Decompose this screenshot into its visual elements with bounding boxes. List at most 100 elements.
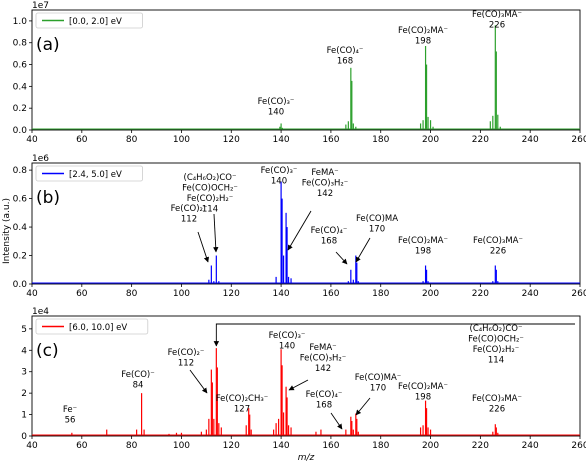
- y-tick-label: 1: [21, 411, 27, 421]
- peak-annotation: (C₄H₆O₂)CO⁻ Fe(CO)OCH₂⁻ Fe(CO)₂H₂⁻ 114: [468, 324, 524, 366]
- x-tick-label: 120: [223, 441, 240, 451]
- legend-box: [35, 12, 143, 29]
- annotation-arrow: [355, 397, 371, 416]
- y-tick-label: 5: [21, 325, 27, 335]
- annotation-arrow: [330, 412, 343, 430]
- peak-annotation: FeMA⁻ Fe(CO)₃H₂⁻ 142: [302, 168, 349, 199]
- peak-annotation: Fe⁻ 56: [63, 405, 77, 426]
- peak-annotation: Fe(CO)₃⁻ 140: [258, 97, 295, 118]
- peak-annotation: Fe(CO)₃⁻ 140: [261, 166, 298, 187]
- x-tick-label: 140: [272, 289, 289, 299]
- legend: [2.4, 5.0] eV: [35, 165, 143, 182]
- bracket-arrow: [213, 323, 575, 347]
- peak-annotation: (C₄H₆O₂)CO⁻ Fe(CO)OCH₂⁻ Fe(CO)₂H₂⁻ 114: [182, 173, 238, 215]
- legend: [6.0, 10.0] eV: [35, 318, 149, 335]
- x-tick-label: 60: [76, 135, 88, 145]
- peak-annotation: Fe(CO)₄⁻ 168: [306, 390, 343, 411]
- panel-letter: (a): [36, 35, 60, 55]
- peak-annotation: Fe(CO)₂⁻ 112: [168, 348, 205, 369]
- peak-annotation: Fe(CO)MA 170: [356, 214, 398, 235]
- annotation-arrow: [288, 379, 309, 391]
- annotation-arrow: [335, 251, 348, 265]
- peak-annotation: Fe(CO)₄⁻ 168: [327, 46, 364, 67]
- x-tick-label: 240: [522, 289, 539, 299]
- x-tick-label: 200: [422, 289, 439, 299]
- y-tick-label: 0.0: [13, 126, 28, 136]
- x-tick-label: 220: [472, 135, 489, 145]
- x-tick-label: 240: [522, 135, 539, 145]
- peak-annotation: Fe(CO)₂MA⁻ 198: [398, 236, 448, 257]
- x-tick-label: 120: [223, 289, 240, 299]
- annotation-arrow: [355, 237, 371, 263]
- x-tick-label: 180: [372, 135, 389, 145]
- panel-3: 40 60 80 100 120 140 160 180 200 220 240 260 0 1 2 3 4 51…: [21, 307, 586, 451]
- annotation-arrow: [189, 369, 208, 394]
- x-tick-label: 160: [322, 289, 339, 299]
- x-tick-label: 40: [26, 289, 38, 299]
- x-tick-label: 40: [26, 135, 38, 145]
- plot-frame: [31, 9, 581, 131]
- x-tick-label: 200: [422, 135, 439, 145]
- x-tick-label: 80: [126, 441, 138, 451]
- x-tick-label: 60: [76, 441, 88, 451]
- x-tick-label: 100: [173, 289, 190, 299]
- plot-frame: [31, 315, 581, 437]
- x-tick-label: 260: [571, 289, 586, 299]
- peak-annotation: FeMA⁻ Fe(CO)₃H₂⁻ 142: [300, 343, 347, 374]
- legend-box: [35, 165, 143, 182]
- x-tick-label: 140: [272, 441, 289, 451]
- peak-annotation: Fe(CO)⁻ 84: [121, 370, 154, 391]
- peak-annotation: Fe(CO)₂MA⁻ 198: [398, 382, 448, 403]
- y-tick-label: 0.8: [13, 39, 28, 49]
- panel-1: 40 60 80 100 120 140 160 180 200 220 240 260 0.0 0.2 0…: [13, 1, 586, 145]
- x-tick-label: 80: [126, 135, 138, 145]
- panel-2: 40 60 80 100 120 140 160 180 200 220 240 260 0.0 0.2 0…: [13, 154, 586, 299]
- peak-annotation: Fe(CO)MA⁻ 170: [355, 373, 402, 394]
- y-tick-label: 0.6: [13, 61, 28, 71]
- y-tick-label: 2: [21, 389, 27, 399]
- y-multiplier-label: 1e4: [32, 307, 49, 317]
- x-tick-label: 260: [571, 135, 586, 145]
- y-tick-label: 0.4: [13, 223, 28, 233]
- peak-annotation: Fe(CO)₃MA⁻ 226: [472, 394, 522, 415]
- annotation-arrow: [287, 210, 312, 251]
- y-tick-label: 4: [21, 346, 27, 356]
- x-tick-label: 160: [322, 135, 339, 145]
- x-tick-label: 40: [26, 441, 38, 451]
- panel-letter: (b): [36, 188, 60, 208]
- x-tick-label: 80: [126, 289, 138, 299]
- x-tick-label: 100: [173, 135, 190, 145]
- peak-annotation: Fe(CO)₃MA⁻ 226: [472, 10, 522, 31]
- y-axis-title: Intensity (a.u.): [2, 198, 12, 264]
- peak-annotation: Fe(CO)₂CH₃⁻ 127: [216, 394, 269, 415]
- y-tick-label: 1.0: [13, 17, 28, 27]
- x-tick-label: 240: [522, 441, 539, 451]
- legend-label: [0.0, 2.0] eV: [69, 17, 122, 27]
- x-tick-label: 160: [322, 441, 339, 451]
- x-tick-label: 100: [173, 441, 190, 451]
- peak-annotation: Fe(CO)₃⁻ 140: [269, 331, 306, 352]
- x-tick-label: 220: [472, 289, 489, 299]
- y-tick-label: 0.4: [13, 82, 28, 92]
- peak-annotation: Fe(CO)₂MA⁻ 198: [398, 26, 448, 47]
- legend: [0.0, 2.0] eV: [35, 12, 143, 29]
- y-tick-label: 3: [21, 368, 27, 378]
- x-axis-title: m/z: [298, 453, 315, 463]
- legend-label: [2.4, 5.0] eV: [69, 170, 122, 180]
- x-tick-label: 220: [472, 441, 489, 451]
- x-tick-label: 120: [223, 135, 240, 145]
- annotation-arrow: [213, 213, 219, 253]
- plot-frame: [31, 162, 581, 285]
- x-tick-label: 180: [372, 289, 389, 299]
- y-tick-label: 0.0: [13, 280, 28, 290]
- y-tick-label: 0.6: [13, 195, 28, 205]
- y-tick-label: 0.2: [13, 104, 27, 114]
- peak-annotation: Fe(CO)₂⁻ 112: [171, 204, 208, 225]
- y-tick-label: 0.8: [13, 166, 28, 176]
- peak-annotation: Fe(CO)₃MA⁻ 226: [473, 236, 523, 257]
- annotation-arrow: [197, 231, 210, 263]
- y-multiplier-label: 1e7: [32, 1, 49, 11]
- panel-letter: (c): [36, 341, 59, 361]
- x-tick-label: 60: [76, 289, 88, 299]
